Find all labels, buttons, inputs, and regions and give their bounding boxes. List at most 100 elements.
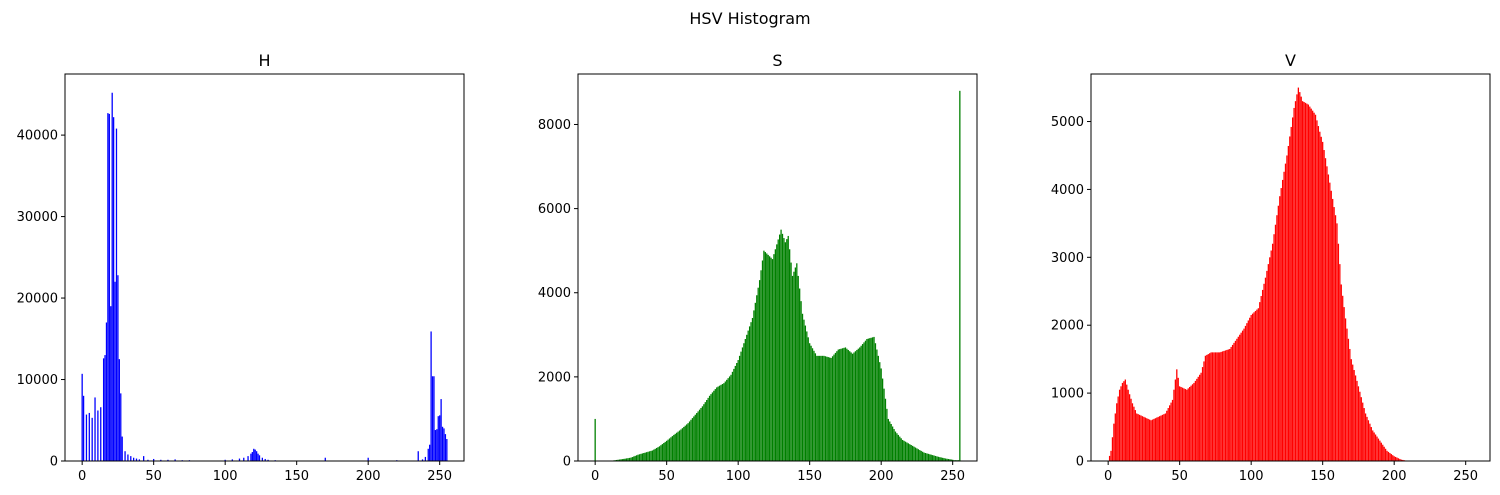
h-bar — [231, 459, 233, 461]
v-bar — [1229, 348, 1231, 461]
v-bar — [1322, 141, 1324, 461]
v-x-tick-label: 250 — [1453, 469, 1478, 484]
s-bar — [733, 368, 735, 461]
s-axes-frame — [577, 73, 978, 462]
v-bar — [1276, 215, 1278, 461]
s-x-tick-label: 50 — [658, 469, 675, 484]
s-bar — [803, 319, 805, 461]
v-bar — [1184, 389, 1187, 461]
s-bar — [623, 458, 625, 461]
v-bar — [1374, 434, 1377, 461]
s-bar — [794, 267, 797, 461]
v-histogram-bars — [1108, 87, 1408, 462]
s-bar — [748, 326, 751, 461]
h-bar — [91, 417, 93, 461]
s-bar — [624, 458, 626, 461]
v-bar — [1127, 389, 1129, 461]
v-bar — [1310, 108, 1312, 461]
v-bar — [1352, 364, 1354, 461]
v-bar — [1367, 420, 1370, 461]
s-bar — [829, 357, 831, 461]
s-bar — [870, 337, 872, 461]
s-bar — [666, 440, 668, 461]
s-bar — [691, 418, 694, 461]
s-bar — [737, 360, 739, 461]
h-bar — [434, 430, 437, 461]
s-bar — [738, 355, 741, 461]
s-bar — [760, 270, 762, 461]
s-bar — [678, 430, 681, 461]
s-bar — [834, 352, 837, 461]
s-bar — [814, 353, 817, 461]
v-bar — [1134, 410, 1136, 461]
s-bar — [924, 453, 927, 461]
s-bar — [894, 431, 897, 461]
s-x-tick-label: 200 — [869, 469, 894, 484]
s-bar — [741, 347, 744, 461]
s-bar — [731, 371, 734, 461]
s-bar — [654, 448, 656, 461]
s-bar — [823, 355, 825, 461]
v-bar — [1340, 284, 1342, 461]
s-bar — [717, 386, 719, 461]
v-bar — [1190, 385, 1192, 461]
s-bar — [770, 257, 772, 461]
s-x-tick-label: 0 — [591, 469, 599, 484]
s-bar — [916, 448, 918, 461]
v-bar — [1176, 369, 1178, 461]
s-bar — [781, 233, 784, 461]
v-bar — [1201, 367, 1204, 461]
v-bar — [1373, 432, 1375, 461]
h-bar — [427, 448, 429, 461]
s-histogram-panel: S 0 50 100 150 200 250 0 2000 4000 6000 8000 — [538, 51, 978, 484]
v-bar — [1206, 354, 1208, 461]
v-bar — [1260, 296, 1262, 461]
s-bar — [706, 400, 708, 461]
v-x-tick-label: 150 — [1310, 469, 1335, 484]
s-bar — [871, 337, 874, 461]
v-bar — [1261, 289, 1264, 461]
s-bar — [809, 343, 811, 461]
v-bar — [1323, 150, 1325, 462]
s-bar — [927, 453, 930, 461]
v-bar — [1223, 350, 1225, 461]
s-bar — [633, 456, 635, 461]
s-bar — [947, 458, 950, 461]
v-bar — [1309, 106, 1311, 461]
s-bar — [824, 356, 827, 461]
s-bar — [881, 378, 884, 461]
h-bar — [440, 399, 442, 461]
s-bar — [696, 413, 698, 461]
s-bar — [791, 275, 794, 461]
s-bar — [711, 392, 714, 461]
v-bar — [1316, 120, 1318, 461]
v-bar — [1154, 418, 1156, 461]
s-bar — [910, 445, 912, 461]
s-bar — [950, 459, 952, 461]
s-bar — [891, 426, 894, 461]
s-bar — [625, 458, 628, 461]
s-bar — [664, 441, 666, 461]
s-bar — [907, 443, 909, 461]
s-bar — [751, 317, 754, 461]
s-bar — [658, 446, 661, 461]
v-bar — [1281, 179, 1284, 462]
s-x-tick-label: 150 — [797, 469, 822, 484]
h-bar — [112, 117, 115, 462]
s-bar — [768, 256, 771, 461]
v-bar — [1397, 458, 1400, 461]
s-bar — [932, 455, 934, 461]
v-bar — [1214, 352, 1217, 461]
s-x-tick-label: 250 — [940, 469, 965, 484]
v-bar — [1237, 336, 1239, 461]
s-bar — [800, 301, 802, 461]
v-bar — [1227, 349, 1229, 461]
s-bar — [804, 325, 807, 461]
h-bar — [441, 426, 444, 461]
v-bar — [1166, 410, 1168, 461]
h-bar — [117, 275, 119, 461]
v-bar — [1333, 207, 1335, 461]
v-bar — [1251, 313, 1254, 461]
v-bar — [1314, 114, 1317, 462]
v-bar — [1211, 352, 1214, 461]
